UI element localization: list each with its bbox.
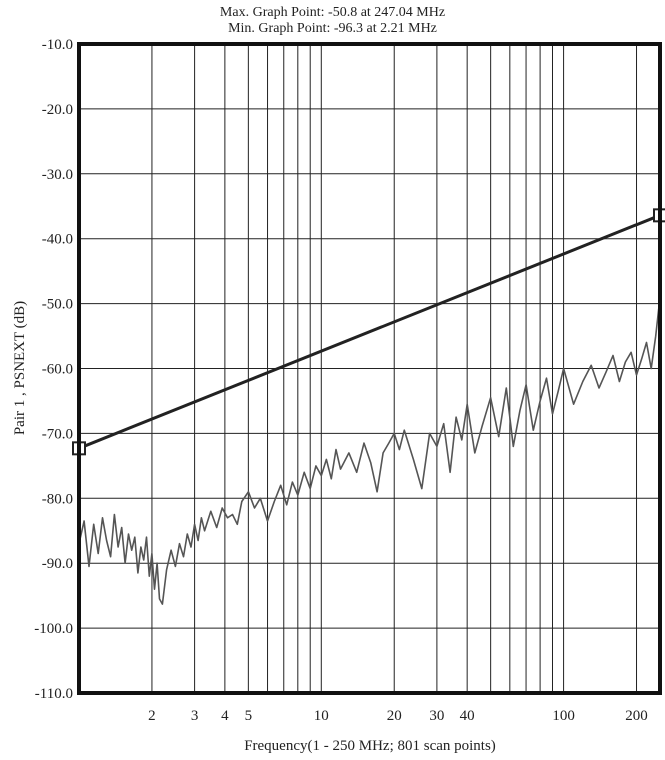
x-tick-label: 100 (552, 708, 575, 724)
min-graph-point-text: Min. Graph Point: -96.3 at 2.21 MHz (228, 21, 437, 36)
y-tick-label: -40.0 (42, 232, 73, 248)
x-tick-label: 10 (314, 708, 329, 724)
limit-line (78, 213, 661, 450)
y-tick-label: -100.0 (34, 621, 73, 637)
y-tick-label: -20.0 (42, 102, 73, 118)
x-tick-label: 200 (625, 708, 648, 724)
y-tick-label: -50.0 (42, 297, 73, 313)
y-tick-label: -90.0 (42, 556, 73, 572)
plot-frame (77, 42, 662, 695)
y-axis-title: Pair 1 , PSNEXT (dB) (12, 301, 28, 435)
y-tick-label: -80.0 (42, 491, 73, 507)
y-tick-label: -30.0 (42, 167, 73, 183)
y-tick-label: -110.0 (35, 686, 73, 702)
x-tick-label: 2 (148, 708, 156, 724)
x-tick-label: 30 (429, 708, 444, 724)
x-tick-label: 4 (221, 708, 229, 724)
measurement-trace (78, 307, 661, 605)
max-graph-point-text: Max. Graph Point: -50.8 at 247.04 MHz (219, 5, 446, 20)
x-tick-label: 5 (245, 708, 253, 724)
grid-layer (79, 43, 660, 694)
x-tick-label: 3 (191, 708, 199, 724)
y-tick-label: -10.0 (42, 37, 73, 53)
x-tick-label: 20 (387, 708, 402, 724)
y-tick-label: -70.0 (42, 426, 73, 442)
x-axis-title: Frequency(1 - 250 MHz; 801 scan points) (244, 738, 496, 754)
tick-layer: -10.0 -20.0 -30.0 -40.0 -50.0 -60.0 -70.0 -80.0… (34, 37, 648, 724)
x-tick-label: 40 (460, 708, 475, 724)
y-tick-label: -60.0 (42, 362, 73, 378)
series-layer (72, 208, 665, 605)
